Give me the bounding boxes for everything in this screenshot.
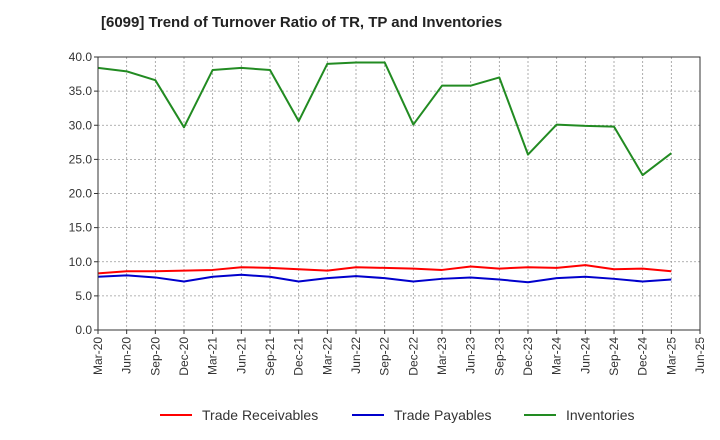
y-tick-label: 40.0 [69,50,93,64]
legend: Trade Receivables Trade Payables Invento… [0,404,720,426]
legend-swatch-inventories [524,414,556,416]
y-tick-label: 30.0 [69,118,93,132]
y-tick-label: 20.0 [69,187,93,201]
x-tick-label: Mar-20 [91,337,105,375]
y-tick-label: 10.0 [69,255,93,269]
x-tick-label: Mar-25 [664,337,678,375]
x-tick-label: Mar-24 [550,337,564,375]
grid-layer [97,56,701,331]
x-tick-label: Sep-20 [148,337,162,376]
x-tick-label: Mar-21 [206,337,220,375]
x-tick-label: Dec-24 [636,337,650,376]
legend-item-inventories: Inventories [524,404,634,426]
series-layer [97,61,672,284]
x-tick-label: Sep-21 [263,337,277,376]
x-tick-label: Jun-23 [464,337,478,374]
series-line-trade-receivables [97,264,672,275]
x-tick-label: Jun-21 [234,337,248,374]
x-tick-label: Sep-22 [378,337,392,376]
x-tick-label: Jun-25 [693,337,707,374]
x-tick-label: Mar-22 [320,337,334,375]
axis-layer: 0.0 5.0 10.0 15.0 20.0 25.0 30.0 35.0 40.0 Mar-20… [69,50,707,376]
plot-frame [97,56,701,331]
chart-title: [6099] Trend of Turnover Ratio of TR, TP… [101,14,503,31]
series-line-trade-payables [97,273,672,284]
y-tick-label: 35.0 [69,84,93,98]
x-tick-label: Sep-23 [492,337,506,376]
legend-label-inventories: Inventories [566,407,635,423]
x-tick-label: Sep-24 [607,337,621,376]
legend-label-trade-receivables: Trade Receivables [202,407,319,423]
x-tick-label: Dec-23 [521,337,535,376]
legend-item-trade-payables: Trade Payables [352,404,492,426]
y-tick-label: 0.0 [75,323,92,337]
x-tick-label: Dec-22 [406,337,420,376]
legend-swatch-trade-payables [352,414,384,416]
y-tick-label: 5.0 [75,289,92,303]
series-line-inventories [97,61,672,177]
legend-swatch-trade-receivables [160,414,192,416]
x-tick-label: Mar-23 [435,337,449,375]
x-tick-label: Dec-21 [292,337,306,376]
x-tick-label: Jun-24 [578,337,592,374]
y-tick-label: 15.0 [69,221,93,235]
y-tick-label: 25.0 [69,152,93,166]
x-tick-label: Dec-20 [177,337,191,376]
x-tick-label: Jun-20 [120,337,134,374]
legend-item-trade-receivables: Trade Receivables [160,404,318,426]
x-tick-label: Jun-22 [349,337,363,374]
legend-label-trade-payables: Trade Payables [394,407,492,423]
